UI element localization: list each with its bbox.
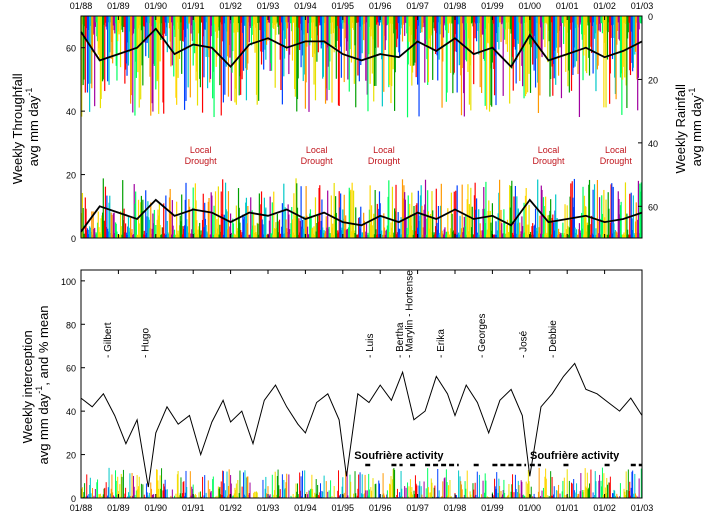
y-tick-label: 60 xyxy=(66,44,76,54)
top-plot-frame xyxy=(80,15,643,239)
x-tick-label: 01/89 xyxy=(107,503,130,513)
hurricane-label: - Gilbert xyxy=(103,322,114,358)
x-tick-label: 01/95 xyxy=(332,1,355,11)
bottom-panel-lines xyxy=(80,362,643,488)
x-tick-label: 01/03 xyxy=(631,1,654,11)
drought-label: Local Drought xyxy=(301,145,334,166)
x-tick-label: 01/96 xyxy=(369,503,392,513)
x-tick-label: 01/99 xyxy=(481,1,504,11)
top-y-axis-right: 0 20 40 60 xyxy=(638,12,658,212)
x-tick-label: 01/93 xyxy=(257,503,280,513)
y-tick-label: 60 xyxy=(66,364,76,374)
x-tick-label: 01/91 xyxy=(182,1,205,11)
throughfall-bars xyxy=(80,178,642,238)
soufriere-label: Soufrière activity xyxy=(354,450,444,462)
top-x-axis: 01/88 01/89 01/90 01/91 01/92 01/93 01/94 01/95… xyxy=(70,1,654,238)
hurricane-labels: - Gilbert - Hugo - Luis - Bertha- Marylin -… xyxy=(103,270,559,358)
hurricane-label: - Hugo xyxy=(141,328,152,358)
y-tick-label: 20 xyxy=(66,171,76,181)
bottom-plot-frame xyxy=(80,269,643,499)
x-tick-label: 01/97 xyxy=(406,1,429,11)
hurricane-label: - Bertha xyxy=(395,322,406,358)
hurricane-label: - José xyxy=(518,330,529,358)
throughfall-line xyxy=(80,198,643,233)
y-tick-label: 40 xyxy=(66,407,76,417)
top-ylabel-left: Weekly Throughfall avg mm day-1 xyxy=(10,70,41,184)
bottom-y-axis: 0 20 40 60 80 100 xyxy=(61,277,85,504)
hurricane-label: - Georges xyxy=(477,314,488,358)
y-tick-label: 40 xyxy=(66,107,76,117)
drought-label: Local Drought xyxy=(532,145,565,166)
x-tick-label: 01/92 xyxy=(219,503,242,513)
x-tick-label: 01/89 xyxy=(107,1,130,11)
x-tick-label: 01/98 xyxy=(444,503,467,513)
x-tick-label: 01/88 xyxy=(70,1,93,11)
soufriere-periods: Soufrière activity Soufrière activity xyxy=(354,450,642,467)
x-tick-label: 01/94 xyxy=(294,503,317,513)
x-tick-label: 01/96 xyxy=(369,1,392,11)
x-tick-label: 01/02 xyxy=(593,1,616,11)
x-tick-label: 01/01 xyxy=(556,503,579,513)
top-panel-lines xyxy=(80,27,643,233)
x-tick-label: 01/01 xyxy=(556,1,579,11)
x-tick-label: 01/93 xyxy=(257,1,280,11)
bottom-x-axis: 01/88 01/89 01/90 01/91 01/92 01/93 01/94 01/95… xyxy=(70,270,654,513)
interception-bars xyxy=(80,467,642,498)
x-tick-label: 01/97 xyxy=(406,503,429,513)
bottom-ylabel: Weekly interception avg mm day-1, and % … xyxy=(20,305,51,464)
y-tick-label: 40 xyxy=(648,139,658,149)
x-tick-label: 01/90 xyxy=(145,1,168,11)
y-tick-label: 20 xyxy=(66,451,76,461)
interception-line xyxy=(80,362,643,488)
y-tick-label: 0 xyxy=(71,234,76,244)
hurricane-label: - Debbie xyxy=(548,320,559,358)
x-tick-label: 01/00 xyxy=(519,1,542,11)
drought-label: Local Drought xyxy=(185,145,218,166)
x-tick-label: 01/03 xyxy=(631,503,654,513)
top-y-axis-left: 0 20 40 60 xyxy=(66,44,85,244)
y-tick-label: 0 xyxy=(648,12,653,22)
y-tick-label: 0 xyxy=(71,494,76,504)
x-tick-label: 01/91 xyxy=(182,503,205,513)
y-tick-label: 20 xyxy=(648,75,658,85)
hurricane-label: - Luis xyxy=(365,334,376,358)
rainfall-bars-top xyxy=(80,16,642,118)
x-tick-label: 01/92 xyxy=(219,1,242,11)
hurricane-label: - Erika xyxy=(436,329,447,358)
drought-label: Local Drought xyxy=(600,145,633,166)
x-tick-label: 01/00 xyxy=(519,503,542,513)
soufriere-label: Soufrière activity xyxy=(530,450,620,462)
y-tick-label: 60 xyxy=(648,202,658,212)
y-tick-label: 80 xyxy=(66,320,76,330)
hurricane-label: - Marylin - Hortense xyxy=(404,270,415,358)
drought-annotations: Local Drought Local Drought Local Drought Loca… xyxy=(185,145,633,166)
x-tick-label: 01/98 xyxy=(444,1,467,11)
top-ylabel-right: Weekly Rainfall avg mm day-1 xyxy=(673,81,704,174)
x-tick-label: 01/94 xyxy=(294,1,317,11)
x-tick-label: 01/99 xyxy=(481,503,504,513)
y-tick-label: 100 xyxy=(61,277,76,287)
drought-label: Local Drought xyxy=(368,145,401,166)
x-tick-label: 01/90 xyxy=(145,503,168,513)
x-tick-label: 01/88 xyxy=(70,503,93,513)
x-tick-label: 01/95 xyxy=(332,503,355,513)
x-tick-label: 01/02 xyxy=(593,503,616,513)
rainfall-line xyxy=(80,27,643,69)
